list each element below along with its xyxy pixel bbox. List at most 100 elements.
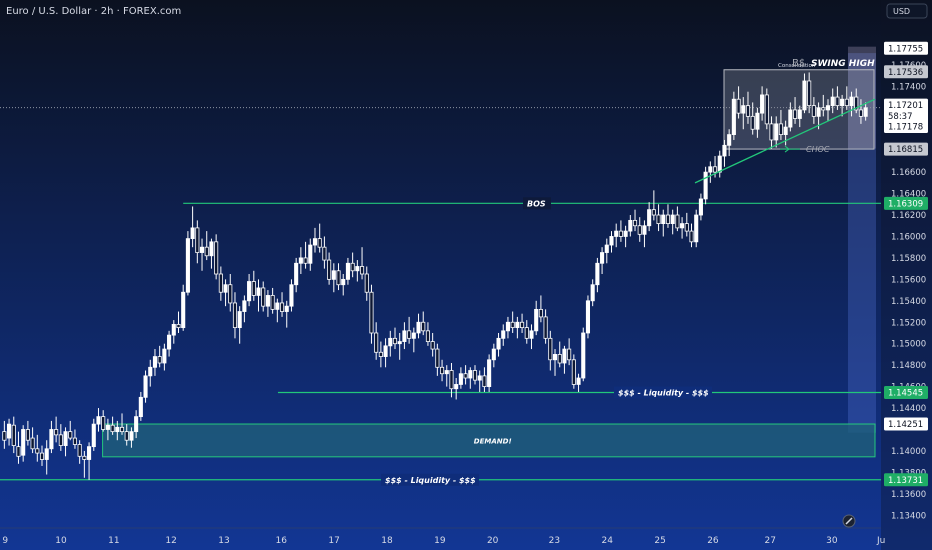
candle	[374, 322, 379, 360]
candle	[407, 316, 412, 344]
candle	[152, 349, 158, 376]
candle-body-up	[223, 284, 228, 293]
candle	[421, 311, 426, 336]
x-tick-label: 16	[276, 536, 288, 546]
candle	[788, 102, 793, 132]
hline-label-bg	[523, 197, 551, 210]
candle-body-up	[312, 238, 318, 246]
candle-body-up	[501, 330, 506, 339]
candle	[675, 206, 680, 232]
candle	[778, 109, 783, 140]
price-label: 1.13731	[888, 476, 923, 486]
candle-body-up	[444, 370, 449, 375]
candle	[87, 442, 92, 480]
candle	[694, 209, 699, 248]
candle-body-up	[148, 366, 153, 377]
candle-body-up	[143, 375, 148, 398]
candle-body-down	[157, 356, 162, 364]
candle-body-up	[44, 448, 49, 460]
candle	[722, 139, 727, 167]
candle	[774, 116, 779, 148]
candle-body-up	[491, 348, 496, 361]
candle-body-up	[129, 431, 134, 441]
candle	[698, 193, 703, 221]
candle-body-up	[505, 321, 510, 332]
candle-body-down	[567, 348, 572, 361]
candle-body-down	[232, 302, 238, 329]
candle-body-down	[350, 262, 355, 272]
candle	[91, 418, 96, 451]
candle	[538, 295, 543, 323]
candle-body-up	[247, 281, 252, 302]
demand-zone-label: DEMAND!	[474, 437, 512, 445]
candle-body-up	[816, 107, 821, 117]
candle-body-up	[863, 107, 868, 117]
candle	[247, 274, 252, 307]
candle	[223, 279, 228, 307]
candle	[209, 238, 214, 269]
candle-body-up	[341, 278, 346, 286]
candle	[176, 311, 181, 333]
x-tick-label: 30	[826, 536, 838, 546]
candle-body-down	[793, 109, 798, 119]
currency-button[interactable]: USD	[886, 3, 928, 19]
candle-body-up	[680, 223, 685, 229]
candle-body-up	[289, 284, 294, 307]
candle-body-up	[708, 166, 713, 173]
hline-label-bg	[381, 473, 479, 486]
candle-body-up	[576, 377, 581, 385]
candle	[25, 420, 30, 446]
candle	[2, 420, 7, 449]
candle	[44, 440, 49, 475]
candle	[581, 327, 586, 382]
x-tick-label: 9	[2, 536, 8, 546]
candle	[858, 99, 863, 124]
candle-body-down	[463, 373, 468, 379]
candle	[392, 327, 398, 350]
candle-body-down	[858, 109, 863, 117]
price-label: 1.14545	[888, 388, 923, 398]
candle-body-up	[87, 446, 92, 460]
symbol-title: Euro / U.S. Dollar · 2h · FOREX.com	[6, 6, 181, 17]
candle-body-up	[284, 305, 289, 312]
candle-body-down	[835, 96, 840, 107]
candles-layer	[2, 72, 868, 480]
candle-body-up	[209, 241, 214, 257]
candle	[54, 416, 59, 443]
time-axis: 9 10 11 12 13 16 17 18 19 20 23 24 25 26 27 30 Ju	[0, 527, 885, 546]
candle-body-up	[552, 354, 558, 361]
candle	[110, 416, 115, 435]
candle	[350, 252, 355, 278]
candle-body-up	[647, 209, 652, 227]
candle	[181, 284, 186, 331]
candle-body-up	[91, 423, 96, 448]
price-label: 1.17201	[888, 101, 923, 111]
candle-body-up	[595, 262, 600, 286]
candle-body-up	[458, 373, 463, 385]
candle	[190, 206, 195, 248]
candle	[397, 332, 402, 360]
candle-body-down	[440, 366, 445, 375]
candle-body-up	[397, 341, 402, 345]
candle	[515, 316, 520, 339]
candle	[119, 413, 125, 435]
candle-body-down	[684, 223, 689, 232]
candle-body-up	[294, 262, 299, 286]
candle	[275, 298, 280, 323]
candle	[840, 94, 845, 117]
candle-body-down	[425, 330, 430, 342]
candle-body-up	[298, 257, 303, 264]
tradingview-logo-icon[interactable]	[842, 514, 856, 528]
demand-zone	[102, 423, 876, 458]
candle	[303, 241, 308, 269]
y-tick-label: 1.15200	[891, 318, 926, 328]
candle	[270, 287, 275, 314]
candle-body-down	[101, 416, 106, 430]
y-tick-label: 1.13400	[891, 511, 926, 521]
price-label-box	[884, 109, 928, 123]
candle	[101, 410, 106, 432]
candle-body-down	[364, 273, 369, 293]
candle-body-up	[562, 348, 567, 364]
candle	[642, 220, 647, 248]
